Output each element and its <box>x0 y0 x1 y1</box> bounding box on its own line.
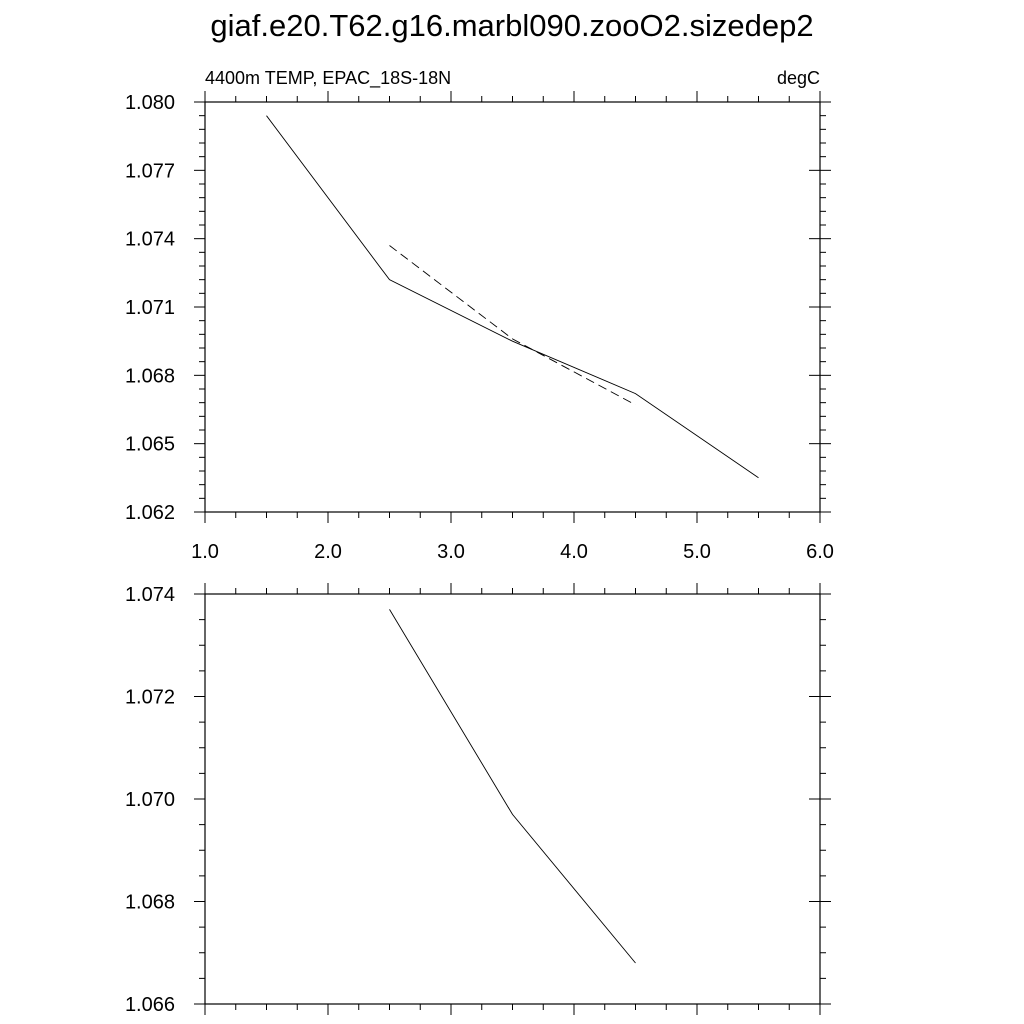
bottom-y-tick-label: 1.074 <box>125 584 175 606</box>
top-x-tick-label: 3.0 <box>437 541 465 563</box>
top-y-tick-label: 1.065 <box>125 434 175 456</box>
bottom-panel: 1.066 1.068 1.070 1.072 1.074 <box>125 583 831 1016</box>
top-series-line-dashed <box>389 245 636 406</box>
top-y-tick-label: 1.068 <box>125 365 175 387</box>
bottom-series-line-solid <box>389 609 636 964</box>
top-panel-left-label: 4400m TEMP, EPAC_18S-18N <box>205 68 451 89</box>
top-y-tick-label: 1.080 <box>125 92 175 114</box>
bottom-y-tick-label: 1.066 <box>125 994 175 1016</box>
top-x-tick-label: 4.0 <box>560 541 588 563</box>
top-panel-frame <box>204 101 821 513</box>
top-y-tick-label: 1.071 <box>125 297 175 319</box>
top-x-tick-label: 2.0 <box>314 541 342 563</box>
figure-title: giaf.e20.T62.g16.marbl090.zooO2.sizedep2 <box>210 8 813 43</box>
top-x-tick-label: 6.0 <box>806 541 834 563</box>
top-series-line-solid <box>266 115 759 479</box>
top-panel-right-label: degC <box>777 68 820 88</box>
bottom-y-tick-label: 1.072 <box>125 687 175 709</box>
top-panel: 4400m TEMP, EPAC_18S-18N degC 1.0 2.0 3.0 4… <box>125 68 834 563</box>
bottom-y-tick-label: 1.068 <box>125 892 175 914</box>
bottom-panel-frame <box>204 593 821 1005</box>
bottom-y-tick-label: 1.070 <box>125 789 175 811</box>
top-y-tick-label: 1.074 <box>125 229 175 251</box>
top-x-tick-label: 1.0 <box>191 541 219 563</box>
top-x-tick-label: 5.0 <box>683 541 711 563</box>
top-y-tick-label: 1.062 <box>125 502 175 524</box>
top-y-tick-label: 1.077 <box>125 160 175 182</box>
